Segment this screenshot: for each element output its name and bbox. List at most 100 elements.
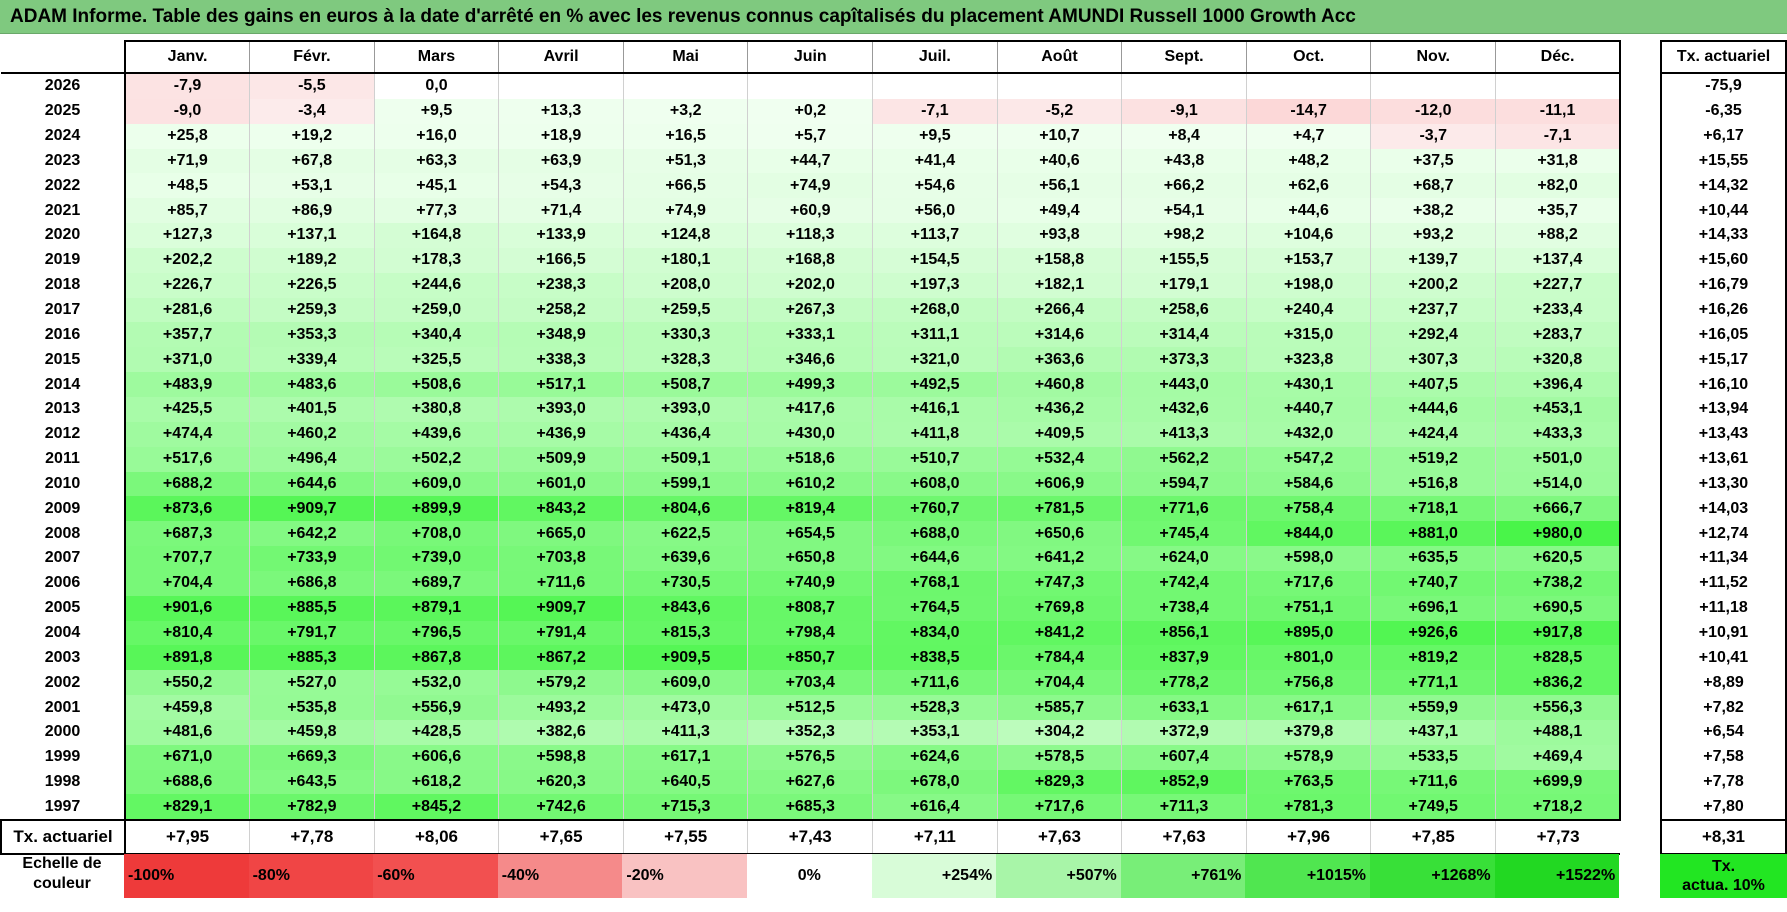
corner-cell <box>1 41 125 74</box>
gain-cell: +644,6 <box>872 546 998 571</box>
actuarial-rate-cell: +15,17 <box>1660 347 1787 373</box>
table-row: 2019 +202,2 +189,2 +178,3 +166,5 +180,1 +168,8… <box>1 247 1622 273</box>
gain-cell: +9,5 <box>872 123 998 149</box>
table-row: 2007 +707,7 +733,9 +739,0 +703,8 +639,6 +650,8… <box>1 546 1622 571</box>
footer-rate-cell: +8,06 <box>373 819 499 856</box>
gain-cell: +328,3 <box>622 347 748 373</box>
gain-cell: +440,7 <box>1245 396 1371 422</box>
gain-cell: +88,2 <box>1495 223 1622 248</box>
gain-cell: +339,4 <box>249 347 375 373</box>
table-row: 2013 +425,5 +401,5 +380,8 +393,0 +393,0 +417,6… <box>1 396 1622 422</box>
gain-cell: +474,4 <box>124 421 250 447</box>
gain-cell: +519,2 <box>1370 446 1496 472</box>
gain-cell: +417,6 <box>747 396 873 422</box>
gain-cell: +686,8 <box>249 570 375 596</box>
actuarial-rate-cell: +12,74 <box>1660 521 1787 547</box>
color-scale-step: -80% <box>248 854 374 898</box>
gain-cell: +517,1 <box>498 372 624 397</box>
table-row: 2015 +371,0 +339,4 +325,5 +338,3 +328,3 +346,6… <box>1 347 1622 373</box>
gain-cell: +879,1 <box>373 595 499 621</box>
gain-cell: +460,8 <box>996 372 1122 397</box>
gain-cell: -5,2 <box>996 98 1122 124</box>
gain-cell: +45,1 <box>373 173 499 199</box>
year-cell: 2016 <box>44 325 81 343</box>
gain-cell <box>872 73 998 99</box>
gain-cell: +237,7 <box>1370 297 1496 323</box>
year-cell: 2004 <box>44 623 81 641</box>
table-row: 2006 +704,4 +686,8 +689,7 +711,6 +730,5 +740,9… <box>1 570 1622 596</box>
gain-cell: +473,0 <box>622 695 748 720</box>
actuarial-rate-cell: -75,9 <box>1660 73 1787 99</box>
gain-cell: +153,7 <box>1245 247 1371 273</box>
gain-cell: +315,0 <box>1245 322 1371 348</box>
gain-cell: +66,5 <box>622 173 748 199</box>
year-cell: 2019 <box>44 251 81 269</box>
table-row: 2008 +687,3 +642,2 +708,0 +665,0 +622,5 +654,5… <box>1 521 1622 547</box>
year-cell: 2021 <box>44 201 81 219</box>
gain-cell: +44,7 <box>747 148 873 174</box>
gain-cell: +37,5 <box>1370 148 1496 174</box>
gain-cell: +639,6 <box>622 546 748 571</box>
gain-cell: +829,1 <box>124 794 250 822</box>
footer-rate-cell: +7,73 <box>1495 819 1621 856</box>
gain-cell: +609,0 <box>373 471 499 497</box>
gain-cell: +509,9 <box>498 446 624 472</box>
gain-cell: -12,0 <box>1370 98 1496 124</box>
gain-cell: +502,2 <box>373 446 499 472</box>
gain-cell: +38,2 <box>1370 198 1496 224</box>
gain-cell: +598,0 <box>1245 546 1371 571</box>
gain-cell: +771,6 <box>1121 496 1247 522</box>
gain-cell: +641,2 <box>996 546 1122 571</box>
month-header: Mars <box>373 40 499 74</box>
gain-cell: -9,1 <box>1121 98 1247 124</box>
gain-cell: +576,5 <box>747 744 873 770</box>
gain-cell: +74,9 <box>747 173 873 199</box>
table-row: 2004 +810,4 +791,7 +796,5 +791,4 +815,3 +798,4… <box>1 620 1622 646</box>
actuarial-rate-header: Tx. actuariel <box>1660 40 1787 74</box>
gain-cell: +48,2 <box>1245 148 1371 174</box>
gain-cell: +844,0 <box>1245 521 1371 547</box>
gain-cell: -7,1 <box>1495 123 1622 149</box>
gain-cell: +139,7 <box>1370 247 1496 273</box>
gain-cell: +98,2 <box>1121 223 1247 248</box>
gain-cell: +428,5 <box>373 719 499 745</box>
month-header: Oct. <box>1245 40 1371 74</box>
actuarial-rate-cell: +11,52 <box>1660 570 1787 596</box>
gain-cell: +781,5 <box>996 496 1122 522</box>
gain-cell: +113,7 <box>872 223 998 248</box>
gain-cell: +764,5 <box>872 595 998 621</box>
gain-cell: +717,6 <box>996 794 1122 822</box>
gain-cell: +685,3 <box>747 794 873 822</box>
gain-cell: +756,8 <box>1245 670 1371 696</box>
gain-cell: +411,3 <box>622 719 748 745</box>
gain-cell: +601,0 <box>498 471 624 497</box>
year-cell: 2006 <box>44 574 81 592</box>
year-cell: 2017 <box>44 301 81 319</box>
table-row: 2000 +481,6 +459,8 +428,5 +382,6 +411,3 +352,3… <box>1 719 1622 745</box>
gain-cell: +622,5 <box>622 521 748 547</box>
gain-cell: +321,0 <box>872 347 998 373</box>
gain-cell: +411,8 <box>872 421 998 447</box>
gain-cell: +268,0 <box>872 297 998 323</box>
gain-cell: +841,2 <box>996 620 1122 646</box>
gain-cell: -14,7 <box>1245 98 1371 124</box>
gain-cell: +4,7 <box>1245 123 1371 149</box>
gain-cell: +791,4 <box>498 620 624 646</box>
gain-cell: +801,0 <box>1245 645 1371 671</box>
gain-cell: +796,5 <box>373 620 499 646</box>
gain-cell: +155,5 <box>1121 247 1247 273</box>
gain-cell: +742,6 <box>498 794 624 822</box>
gain-cell: +202,0 <box>747 272 873 298</box>
page-title: ADAM Informe. Table des gains en euros à… <box>10 6 1356 27</box>
gain-cell: +67,8 <box>249 148 375 174</box>
gain-cell: +499,3 <box>747 372 873 397</box>
year-cell: 2000 <box>44 723 81 741</box>
gain-cell: +63,9 <box>498 148 624 174</box>
gain-cell: +16,0 <box>373 123 499 149</box>
gain-cell: +599,1 <box>622 471 748 497</box>
actuarial-rate-cell: +13,61 <box>1660 446 1787 472</box>
gain-cell: +810,4 <box>124 620 250 646</box>
gain-cell: +711,6 <box>498 570 624 596</box>
year-cell: 2015 <box>44 350 81 368</box>
gain-cell: +873,6 <box>124 496 250 522</box>
